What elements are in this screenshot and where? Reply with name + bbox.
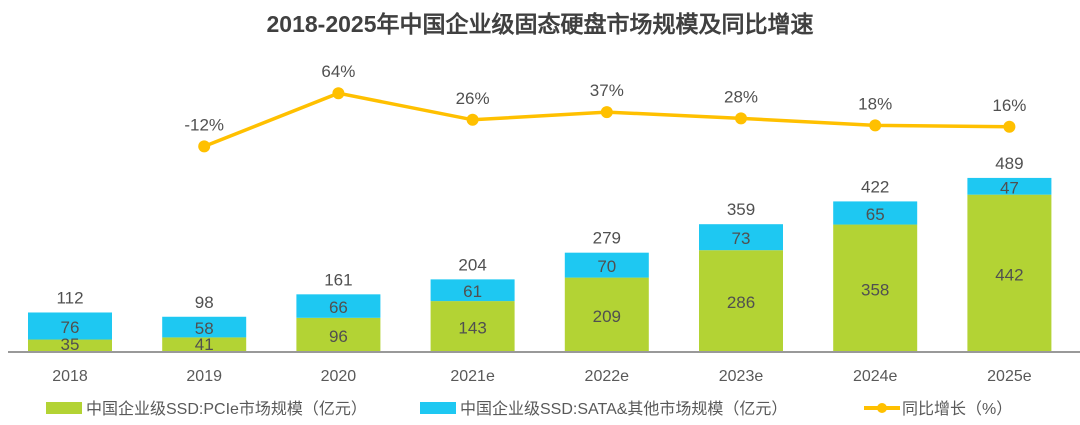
data-label-pcie: 442 <box>995 265 1023 284</box>
data-label-sata: 58 <box>195 319 214 338</box>
bar-sata <box>296 294 381 318</box>
growth-point <box>735 112 747 125</box>
legend-label-pcie: 中国企业级SSD:PCIe市场规模（亿元） <box>86 400 367 418</box>
x-tick-label: 2020 <box>321 368 357 385</box>
bar-sata <box>967 177 1052 195</box>
data-label-pcie: 35 <box>61 335 80 354</box>
bar-sata <box>162 316 247 338</box>
data-label-sata: 73 <box>732 229 751 248</box>
growth-label: 16% <box>992 96 1026 115</box>
data-label-total: 112 <box>56 288 83 307</box>
legend-marker-growth <box>877 403 887 413</box>
x-tick-label: 2024e <box>853 368 898 385</box>
growth-point <box>600 106 613 119</box>
legend-swatch-sata <box>420 402 456 414</box>
bar-sata <box>564 252 649 278</box>
data-label-sata: 47 <box>1000 178 1019 197</box>
data-label-total: 489 <box>995 154 1023 173</box>
growth-label: -12% <box>184 115 224 134</box>
data-label-total: 204 <box>458 255 486 274</box>
data-label-total: 279 <box>593 229 621 248</box>
x-tick-label: 2025e <box>987 368 1032 385</box>
data-label-total: 98 <box>195 293 214 312</box>
growth-label: 28% <box>724 87 758 106</box>
bar-pcie <box>833 224 918 352</box>
data-label-total: 422 <box>861 177 889 196</box>
growth-label: 64% <box>321 62 355 81</box>
growth-point <box>1003 120 1016 133</box>
x-tick-label: 2021e <box>450 368 495 385</box>
growth-label: 37% <box>590 81 624 100</box>
data-label-pcie: 358 <box>861 280 889 299</box>
data-label-sata: 65 <box>866 205 885 224</box>
bar-sata <box>699 224 783 251</box>
data-label-pcie: 143 <box>458 319 486 338</box>
data-label-total: 161 <box>324 270 352 289</box>
data-label-pcie: 41 <box>195 335 214 354</box>
data-label-pcie: 209 <box>593 307 621 326</box>
x-tick-label: 2018 <box>52 368 88 385</box>
bar-sata <box>430 279 515 302</box>
growth-point <box>869 119 882 132</box>
x-tick-label: 2019 <box>186 368 222 385</box>
data-label-total: 359 <box>727 200 755 219</box>
data-label-sata: 76 <box>61 318 80 337</box>
bar-pcie <box>28 339 112 352</box>
legend-label-growth: 同比增长（%） <box>902 400 1012 418</box>
legend-label-sata: 中国企业级SSD:SATA&其他市场规模（亿元） <box>460 400 787 418</box>
bar-pcie <box>296 317 381 352</box>
growth-label: 18% <box>858 94 892 113</box>
bar-sata <box>28 312 112 340</box>
growth-point <box>466 113 479 126</box>
x-tick-label: 2023e <box>719 368 764 385</box>
bar-pcie <box>430 301 515 352</box>
x-tick-label: 2022e <box>585 368 630 385</box>
data-label-sata: 61 <box>463 282 482 301</box>
bar-pcie <box>967 194 1052 352</box>
data-label-pcie: 96 <box>329 327 348 346</box>
bar-pcie <box>564 277 649 352</box>
growth-label: 26% <box>456 89 490 108</box>
growth-point <box>198 140 211 153</box>
data-label-sata: 70 <box>597 257 616 276</box>
chart-title: 2018-2025年中国企业级固态硬盘市场规模及同比增速 <box>267 11 814 37</box>
bar-sata <box>833 201 918 225</box>
legend: 中国企业级SSD:PCIe市场规模（亿元） 中国企业级SSD:SATA&其他市场… <box>46 400 1012 418</box>
bar-pcie <box>699 250 783 352</box>
growth-point <box>332 87 345 100</box>
bar-pcie <box>162 337 247 352</box>
data-label-pcie: 286 <box>727 293 755 312</box>
data-label-sata: 66 <box>329 298 348 317</box>
legend-swatch-pcie <box>46 402 82 414</box>
